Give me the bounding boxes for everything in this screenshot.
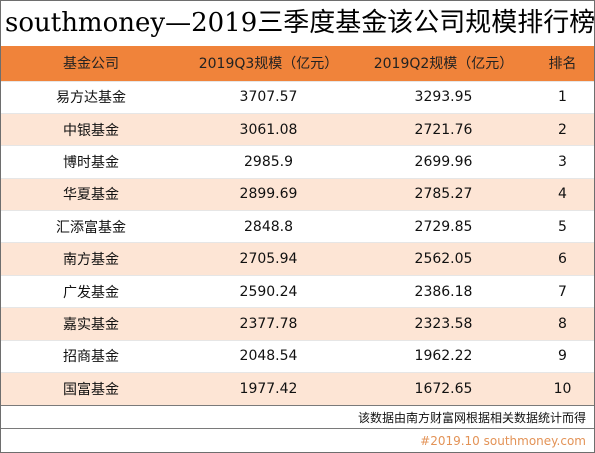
table-row: 嘉实基金 2377.78 2323.58 8 (1, 307, 594, 341)
cell-company: 易方达基金 (1, 80, 181, 114)
table-row: 中银基金 3061.08 2721.76 2 (1, 112, 594, 146)
cell-rank: 3 (531, 145, 594, 179)
cell-q2-size: 2562.05 (356, 242, 531, 276)
cell-q2-size: 1962.22 (356, 339, 531, 373)
cell-rank: 4 (531, 177, 594, 211)
cell-q3-size: 1977.42 (181, 372, 356, 405)
cell-rank: 5 (531, 210, 594, 243)
cell-q2-size: 1672.65 (356, 372, 531, 405)
cell-q2-size: 3293.95 (356, 80, 531, 114)
table-row: 南方基金 2705.94 2562.05 6 (1, 242, 594, 276)
table-row: 华夏基金 2899.69 2785.27 4 (1, 177, 594, 211)
header-company: 基金公司 (1, 46, 181, 81)
cell-q3-size: 2590.24 (181, 274, 356, 308)
cell-company: 南方基金 (1, 242, 181, 276)
cell-q3-size: 2848.8 (181, 210, 356, 243)
table-row: 国富基金 1977.42 1672.65 10 (1, 372, 594, 405)
cell-q2-size: 2699.96 (356, 145, 531, 179)
cell-company: 中银基金 (1, 112, 181, 146)
table-body: 易方达基金 3707.57 3293.95 1 中银基金 3061.08 2721.76 2 博… (1, 80, 594, 405)
cell-company: 博时基金 (1, 145, 181, 179)
cell-q3-size: 2899.69 (181, 177, 356, 211)
source-watermark: #2019.10 southmoney.com (420, 434, 586, 448)
ranking-table: 基金公司 2019Q3规模（亿元） 2019Q2规模（亿元） 排名 易方达基金 3… (1, 46, 594, 405)
cell-q3-size: 2705.94 (181, 242, 356, 276)
cell-q2-size: 2323.58 (356, 307, 531, 341)
cell-rank: 8 (531, 307, 594, 341)
cell-rank: 10 (531, 372, 594, 405)
table-row: 广发基金 2590.24 2386.18 7 (1, 274, 594, 308)
cell-q3-size: 2377.78 (181, 307, 356, 341)
data-note: 该数据由南方财富网根据相关数据统计而得 (1, 405, 594, 429)
cell-rank: 7 (531, 274, 594, 308)
table-header-row: 基金公司 2019Q3规模（亿元） 2019Q2规模（亿元） 排名 (1, 46, 594, 81)
cell-q3-size: 3061.08 (181, 112, 356, 146)
page-title: southmoney—2019三季度基金该公司规模排行榜 (5, 8, 594, 38)
cell-company: 国富基金 (1, 372, 181, 405)
cell-q3-size: 3707.57 (181, 80, 356, 114)
cell-rank: 9 (531, 339, 594, 373)
table-row: 汇添富基金 2848.8 2729.85 5 (1, 210, 594, 243)
cell-q3-size: 2985.9 (181, 145, 356, 179)
cell-company: 华夏基金 (1, 177, 181, 211)
cell-company: 招商基金 (1, 339, 181, 373)
header-q2-size: 2019Q2规模（亿元） (356, 46, 531, 81)
cell-rank: 2 (531, 112, 594, 146)
header-q3-size: 2019Q3规模（亿元） (181, 46, 356, 81)
cell-company: 广发基金 (1, 274, 181, 308)
cell-q2-size: 2386.18 (356, 274, 531, 308)
cell-q3-size: 2048.54 (181, 339, 356, 373)
table-row: 易方达基金 3707.57 3293.95 1 (1, 80, 594, 114)
table-row: 招商基金 2048.54 1962.22 9 (1, 339, 594, 373)
cell-rank: 1 (531, 80, 594, 114)
cell-q2-size: 2721.76 (356, 112, 531, 146)
header-rank: 排名 (531, 46, 594, 81)
cell-rank: 6 (531, 242, 594, 276)
table-row: 博时基金 2985.9 2699.96 3 (1, 145, 594, 179)
cell-company: 嘉实基金 (1, 307, 181, 341)
cell-company: 汇添富基金 (1, 210, 181, 243)
cell-q2-size: 2785.27 (356, 177, 531, 211)
cell-q2-size: 2729.85 (356, 210, 531, 243)
